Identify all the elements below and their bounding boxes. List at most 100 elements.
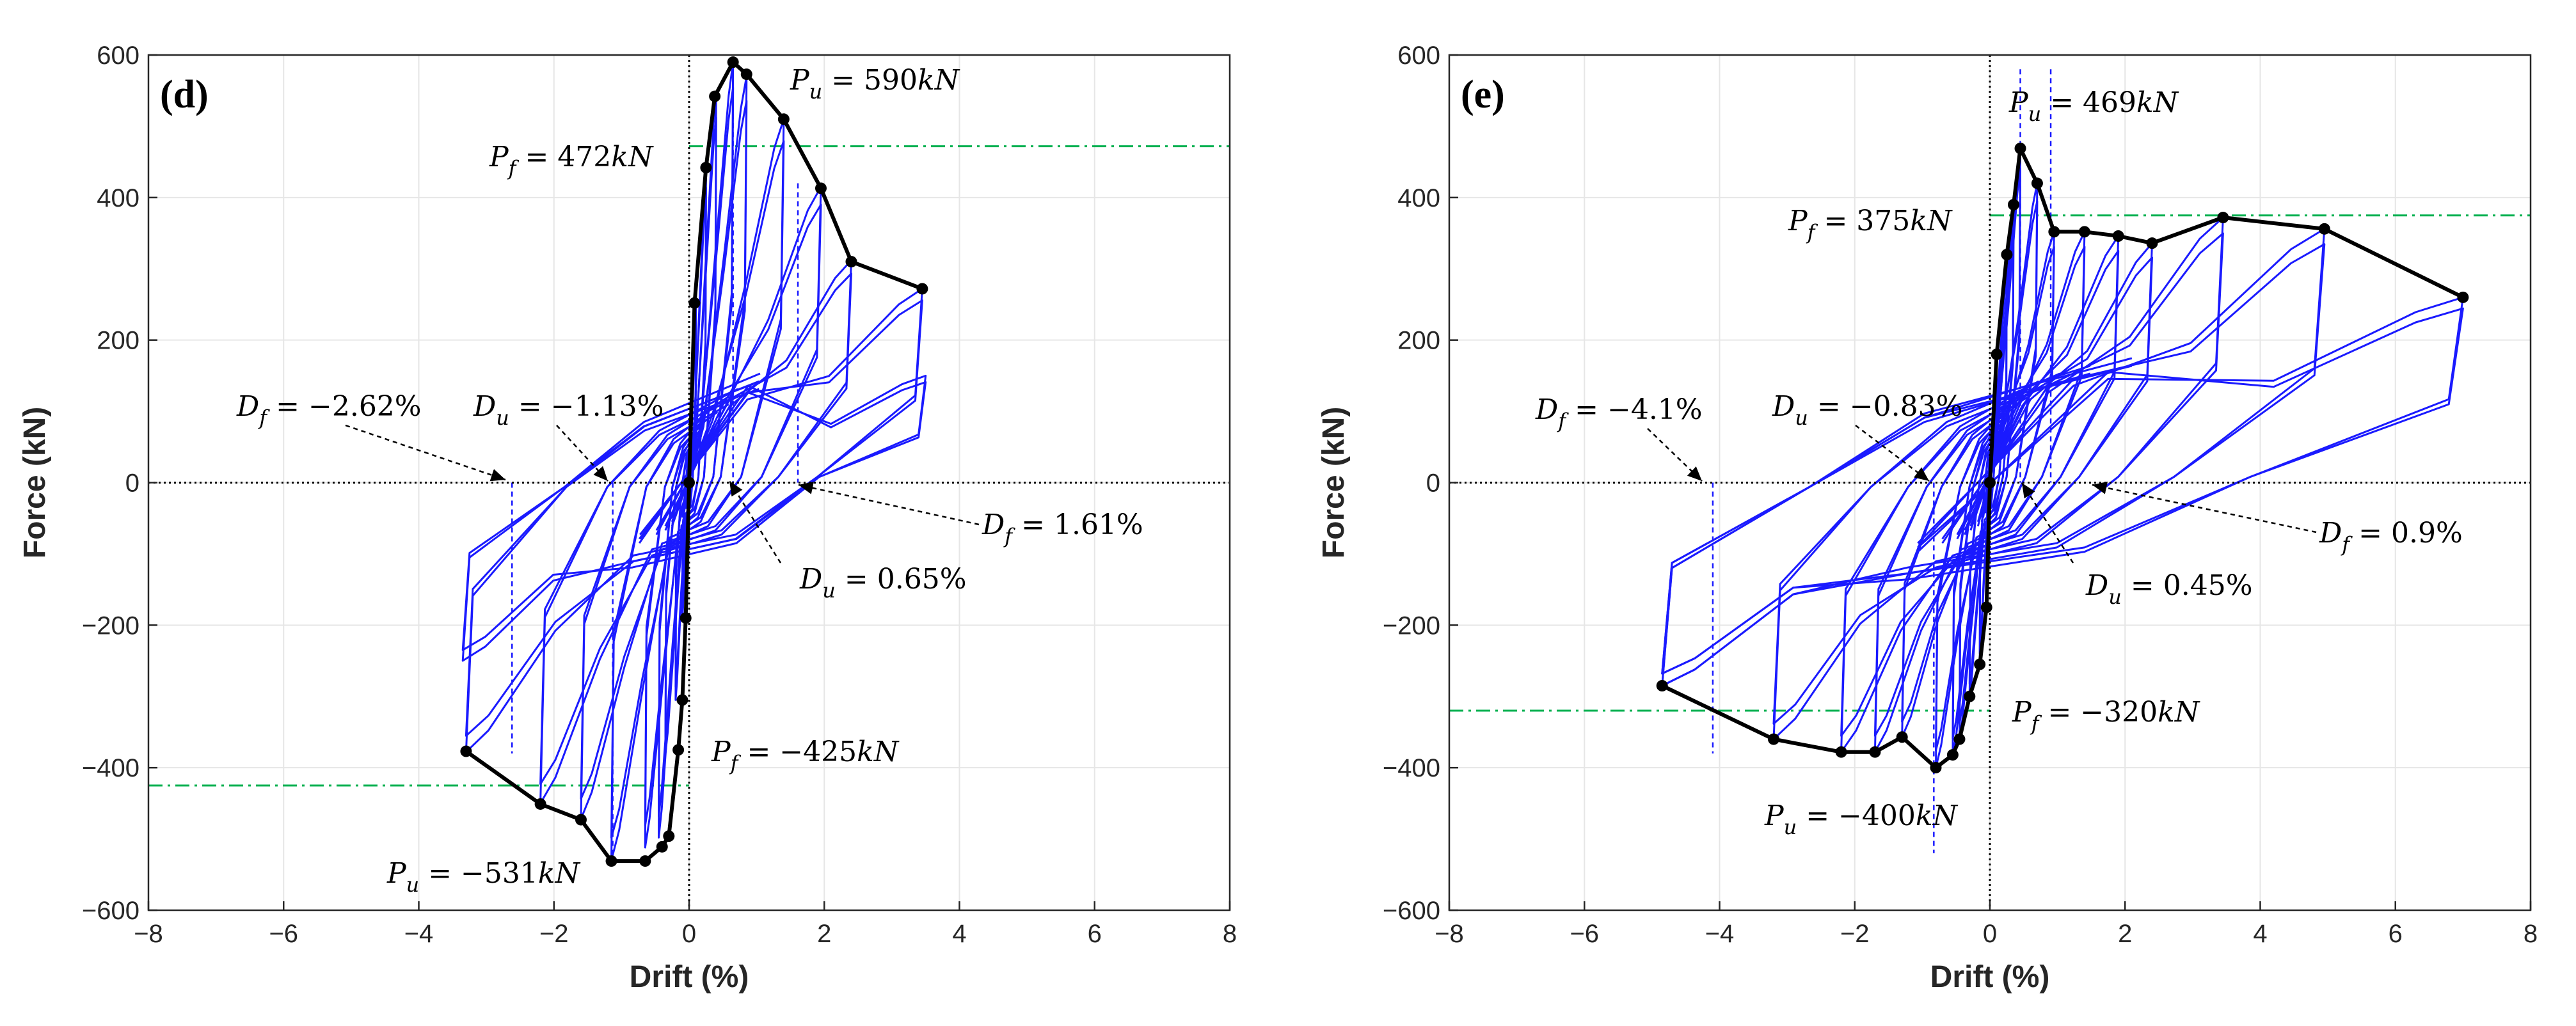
annotation-du-neg: Du = −0.83% — [1772, 390, 1962, 430]
envelope-point — [2078, 226, 2090, 238]
y-tick-label: 200 — [97, 327, 139, 355]
envelope-point — [1896, 731, 1908, 743]
x-tick-label: 4 — [952, 920, 966, 948]
envelope-point — [1930, 762, 1942, 774]
annotation-arrow — [345, 424, 506, 482]
y-axis-label: Force (kN) — [18, 407, 52, 558]
envelope-point — [683, 477, 695, 489]
panel-label: (e) — [1461, 73, 1505, 116]
annotation-arrow — [2021, 482, 2074, 564]
envelope-point — [1984, 477, 1996, 489]
envelope-point — [1835, 746, 1847, 758]
annotation-pf-neg: Pf = −320kN — [2012, 696, 2200, 736]
annotation-pf-neg: Pf = −425kN — [711, 736, 900, 775]
y-tick-label: 400 — [1397, 184, 1440, 212]
envelope-point — [2031, 177, 2043, 189]
y-tick-label: 400 — [97, 184, 139, 212]
annotation-df-pos: Df = 0.9% — [2319, 517, 2463, 556]
x-tick-label: −8 — [1435, 920, 1464, 948]
envelope-point — [2048, 226, 2060, 238]
x-tick-label: −4 — [404, 920, 434, 948]
panel-label: (d) — [160, 73, 209, 116]
y-tick-label: 600 — [1397, 42, 1440, 70]
envelope-point — [1991, 348, 2003, 360]
annotation-pu-pos: Pu = 469kN — [2008, 86, 2179, 126]
y-tick-label: −200 — [82, 612, 139, 640]
envelope-point — [575, 814, 587, 826]
envelope-point — [676, 694, 688, 706]
x-tick-label: 6 — [2389, 920, 2403, 948]
annotation-pu-pos: Pu = 590kN — [790, 64, 960, 104]
envelope-point — [2112, 230, 2124, 242]
y-tick-label: 0 — [125, 470, 139, 498]
annotation-du-neg: Du = −1.13% — [473, 390, 664, 430]
y-tick-label: −400 — [82, 754, 139, 782]
envelope-point — [1953, 733, 1966, 745]
x-tick-label: 0 — [682, 920, 696, 948]
envelope-point — [916, 283, 928, 295]
envelope-point — [2457, 291, 2469, 303]
envelope-point — [1980, 601, 1992, 613]
envelope-point — [460, 745, 472, 757]
annotation-arrow — [798, 482, 980, 526]
annotation-df-pos: Df = 1.61% — [982, 509, 1143, 548]
annotation-du-pos: Du = 0.45% — [2085, 569, 2253, 609]
envelope-point — [777, 113, 790, 125]
x-tick-label: 2 — [2118, 920, 2132, 948]
y-tick-label: 0 — [1426, 470, 1440, 498]
x-tick-label: −6 — [269, 920, 298, 948]
envelope-point — [688, 297, 701, 309]
x-tick-label: −4 — [1705, 920, 1735, 948]
envelope-point — [534, 798, 546, 810]
x-tick-label: 8 — [1223, 920, 1237, 948]
envelope-point — [663, 830, 675, 842]
envelope-point — [1869, 746, 1881, 758]
envelope-point — [2217, 212, 2229, 224]
x-axis-label: Drift (%) — [630, 960, 749, 994]
envelope-point — [2146, 237, 2158, 249]
annotation-arrow — [1647, 428, 1703, 482]
annotation-arrow — [556, 425, 608, 482]
envelope-point — [1768, 733, 1779, 745]
hysteresis-loop — [461, 372, 927, 651]
hysteresis-loop — [1661, 307, 2464, 675]
envelope-point — [605, 855, 617, 867]
x-tick-label: −2 — [539, 920, 569, 948]
envelope-point — [845, 256, 857, 268]
envelope-point — [2014, 142, 2026, 154]
x-tick-label: −8 — [134, 920, 163, 948]
y-tick-label: −600 — [1383, 897, 1440, 925]
envelope-point — [680, 612, 692, 624]
envelope-point — [740, 68, 752, 81]
envelope-point — [815, 182, 827, 194]
y-tick-label: −400 — [1383, 754, 1440, 782]
envelope-point — [2007, 198, 2019, 210]
x-tick-label: 8 — [2524, 920, 2538, 948]
x-tick-label: −2 — [1840, 920, 1870, 948]
hysteresis-loop — [465, 287, 923, 754]
envelope-point — [1964, 690, 1976, 702]
y-tick-label: −200 — [1383, 612, 1440, 640]
envelope-point — [700, 162, 712, 174]
annotation-pu-neg: Pu = −400kN — [1764, 800, 1959, 839]
envelope-point — [672, 744, 685, 756]
envelope-point — [639, 855, 651, 867]
hysteresis-loop — [1661, 296, 2464, 687]
envelope-point — [1656, 680, 1668, 692]
panel-e: −8 −6 −4 −2 0 2 4 6 8 600 400 200 0 −200 −400 −600 Drift… — [1317, 42, 2538, 994]
annotation-df-neg: Df = −2.62% — [236, 390, 422, 430]
y-tick-label: 600 — [97, 42, 139, 70]
x-axis-label: Drift (%) — [1930, 960, 2050, 994]
hysteresis-loop — [461, 374, 927, 662]
annotation-df-neg: Df = −4.1% — [1535, 393, 1703, 433]
annotation-pf-pos: Pf = 472kN — [489, 141, 654, 180]
envelope-point — [2001, 248, 2013, 260]
panel-d: −8 −6 −4 −2 0 2 4 6 8 600 400 200 0 −200 −400 −600 Drift… — [18, 42, 1237, 994]
annotation-du-pos: Du = 0.65% — [799, 563, 967, 603]
x-tick-label: 2 — [817, 920, 831, 948]
x-tick-label: 4 — [2253, 920, 2267, 948]
envelope-point — [1974, 658, 1986, 670]
envelope-point — [656, 841, 668, 853]
envelope-point — [709, 90, 721, 102]
